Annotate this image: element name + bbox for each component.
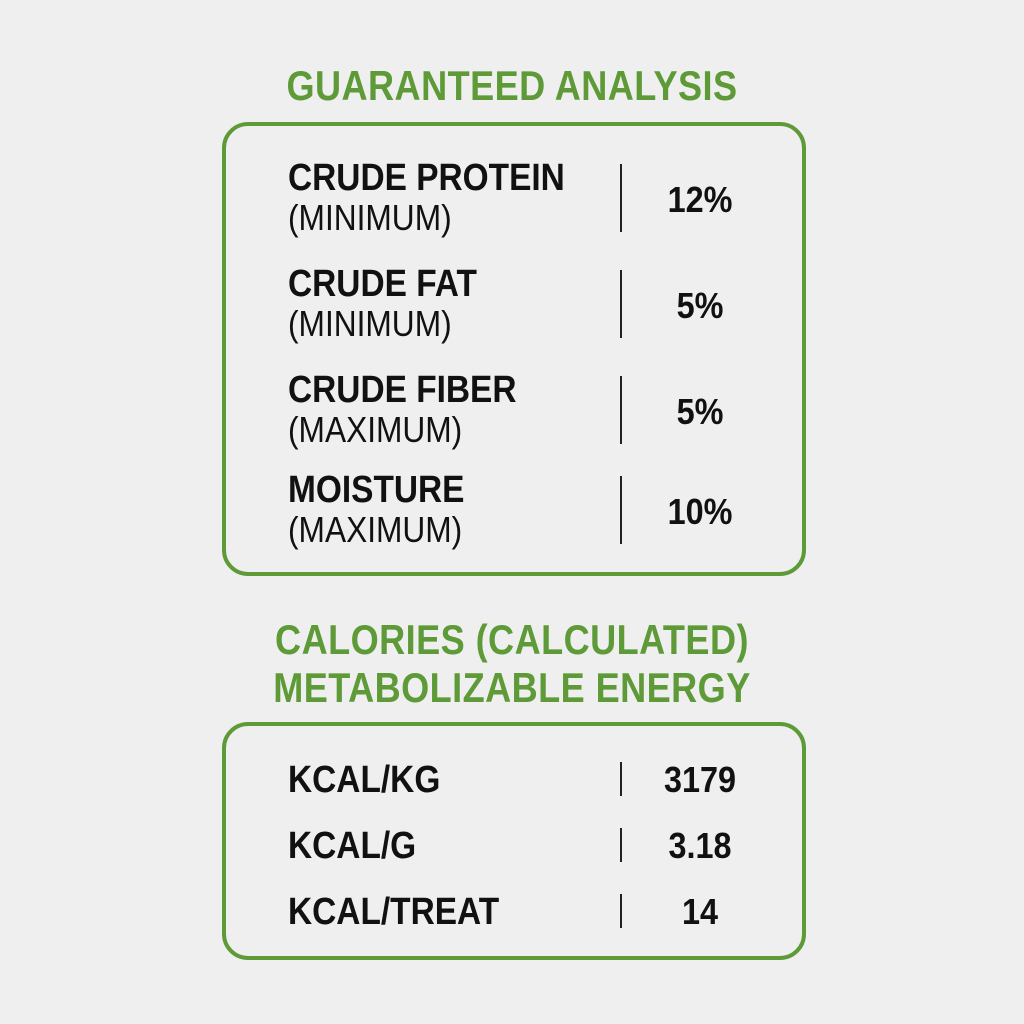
calories-heading: CALORIES (CALCULATED) METABOLIZABLE ENER…: [72, 616, 953, 712]
nutrient-qualifier: (MINIMUM): [288, 197, 452, 238]
nutrient-qualifier: (MINIMUM): [288, 303, 452, 344]
nutrient-name: CRUDE FIBER: [288, 369, 517, 411]
energy-value: 3179: [663, 759, 737, 800]
analysis-label: MOISTURE (MAXIMUM): [288, 470, 464, 550]
energy-unit: KCAL/G: [288, 825, 417, 867]
analysis-label: CRUDE PROTEIN (MINIMUM): [288, 158, 565, 238]
row-divider: [620, 270, 622, 338]
nutrient-name: CRUDE PROTEIN: [288, 157, 565, 199]
energy-value: 3.18: [668, 825, 732, 866]
nutrient-name: MOISTURE: [288, 469, 465, 511]
calories-heading-line1: CALORIES (CALCULATED): [275, 616, 749, 663]
nutrient-qualifier: (MAXIMUM): [288, 409, 463, 450]
nutrient-value: 10%: [667, 491, 733, 532]
analysis-label: CRUDE FAT (MINIMUM): [288, 264, 477, 344]
row-divider: [620, 376, 622, 444]
energy-unit: KCAL/TREAT: [288, 891, 500, 933]
row-divider: [620, 164, 622, 232]
nutrient-name: CRUDE FAT: [288, 263, 477, 305]
nutrient-value: 5%: [676, 285, 724, 326]
calories-table: KCAL/KG 3179 KCAL/G 3.18 KCAL/TREAT 14: [222, 722, 806, 960]
nutrient-qualifier: (MAXIMUM): [288, 509, 463, 550]
energy-unit: KCAL/KG: [288, 759, 441, 801]
energy-value: 14: [681, 891, 719, 932]
guaranteed-analysis-heading: GUARANTEED ANALYSIS: [286, 62, 738, 109]
nutrient-value: 12%: [667, 179, 733, 220]
row-divider: [620, 476, 622, 544]
row-divider: [620, 762, 622, 796]
calories-heading-line2: METABOLIZABLE ENERGY: [273, 664, 751, 711]
guaranteed-analysis-table: CRUDE PROTEIN (MINIMUM) 12% CRUDE FAT (M…: [222, 122, 806, 576]
nutrient-value: 5%: [676, 391, 724, 432]
analysis-label: CRUDE FIBER (MAXIMUM): [288, 370, 517, 450]
row-divider: [620, 828, 622, 862]
row-divider: [620, 894, 622, 928]
